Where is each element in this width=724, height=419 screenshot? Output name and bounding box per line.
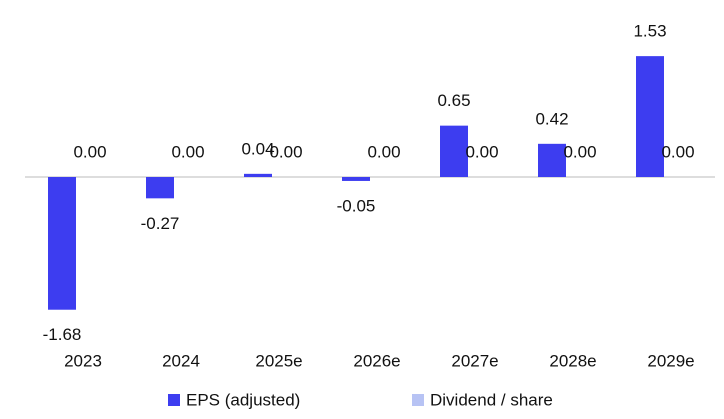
x-tick-label: 2023 (64, 351, 102, 370)
x-tick-label: 2029e (647, 351, 694, 370)
legend-swatch (168, 394, 180, 406)
legend-swatch (412, 394, 424, 406)
x-tick-label: 2027e (451, 351, 498, 370)
data-label: 0.00 (171, 142, 204, 161)
x-tick-label: 2024 (162, 351, 200, 370)
x-tick-label: 2028e (549, 351, 596, 370)
bar (440, 125, 468, 177)
data-label: 0.00 (661, 142, 694, 161)
data-label: 0.65 (437, 91, 470, 110)
data-label: -0.05 (337, 196, 376, 215)
x-tick-label: 2026e (353, 351, 400, 370)
bar (342, 177, 370, 181)
bar (48, 177, 76, 310)
data-label: 0.04 (241, 139, 274, 158)
data-label: -0.27 (141, 214, 180, 233)
data-label: -1.68 (43, 325, 82, 344)
legend-label: EPS (adjusted) (186, 390, 300, 409)
bar (244, 173, 272, 177)
bar (538, 143, 566, 177)
data-label: 0.42 (535, 109, 568, 128)
x-tick-label: 2025e (255, 351, 302, 370)
data-label: 0.00 (367, 142, 400, 161)
data-label: 0.00 (563, 142, 596, 161)
data-label: 0.00 (269, 142, 302, 161)
bar (636, 56, 664, 177)
legend-label: Dividend / share (430, 390, 553, 409)
data-label: 0.00 (73, 142, 106, 161)
bar (146, 177, 174, 199)
data-label: 1.53 (633, 22, 666, 41)
data-label: 0.00 (465, 142, 498, 161)
